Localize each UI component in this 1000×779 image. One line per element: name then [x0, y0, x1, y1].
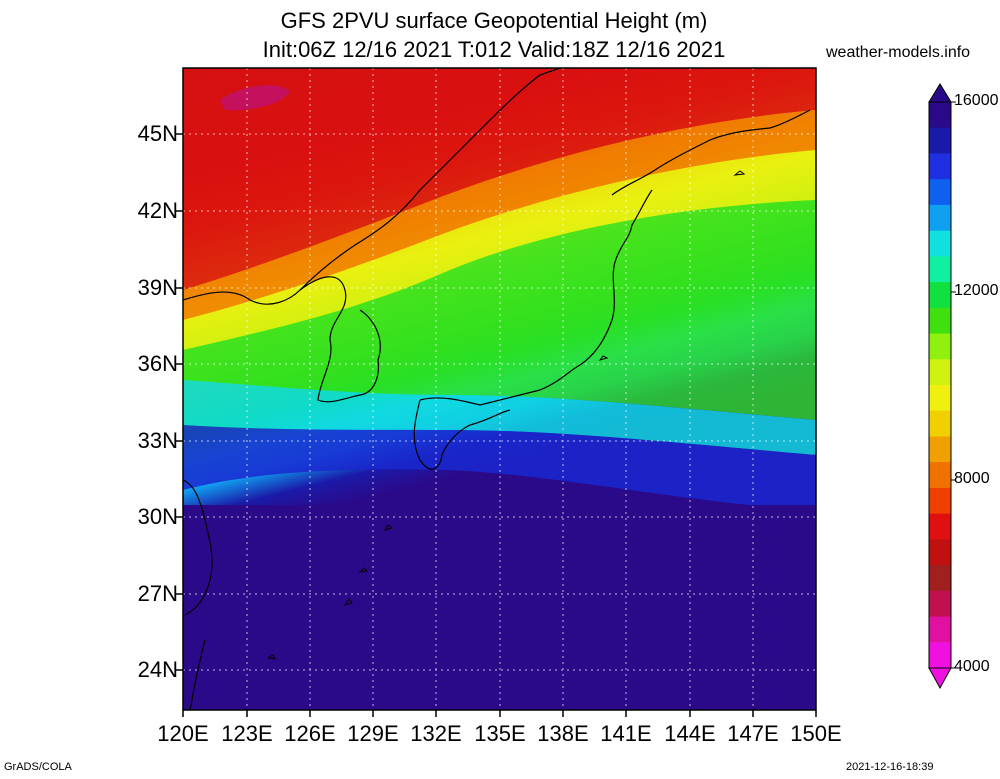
colorbar-frame — [928, 101, 952, 669]
colorbar-segment — [929, 230, 951, 257]
colorbar — [929, 102, 951, 669]
y-tick-label: 30N — [137, 504, 178, 529]
colorbar-segment — [929, 436, 951, 463]
band-indigo — [183, 505, 816, 710]
x-tick-label: 141E — [600, 721, 652, 746]
colorbar-label: 4000 — [954, 658, 990, 675]
colorbar-segment — [929, 282, 951, 309]
colorbar-top-arrow — [928, 83, 952, 103]
colorbar-segment — [929, 179, 951, 206]
colorbar-segment — [929, 590, 951, 618]
colorbar-segment — [929, 204, 951, 232]
y-tick-label: 36N — [137, 351, 178, 376]
y-tick-label: 42N — [137, 198, 178, 223]
y-tick-marks — [176, 133, 183, 671]
x-tick-label: 138E — [537, 721, 589, 746]
colorbar-segment — [929, 642, 951, 669]
colorbar-segment — [929, 462, 951, 489]
colorbar-segment — [929, 256, 951, 283]
colorbar-segment — [929, 333, 951, 360]
footer-software: GrADS/COLA — [4, 761, 72, 773]
x-tick-label: 132E — [410, 721, 462, 746]
chart-subtitle: Init:06Z 12/16 2021 T:012 Valid:18Z 12/1… — [262, 37, 726, 62]
colorbar-segment — [929, 565, 951, 592]
band-blue — [183, 425, 816, 510]
colorbar-segment — [929, 385, 951, 412]
x-tick-label: 150E — [790, 721, 842, 746]
jet-band-red — [183, 68, 816, 290]
coastlines — [182, 67, 811, 711]
colorbar-segment — [929, 539, 951, 566]
colorbar-segment — [929, 307, 951, 335]
colorbar-segment — [929, 513, 951, 540]
colorbar-segment — [929, 487, 951, 515]
magenta-patch — [220, 85, 290, 111]
y-tick-label: 27N — [137, 581, 178, 606]
colorbar-segment — [929, 410, 951, 437]
colorbar-label: 8000 — [954, 470, 990, 487]
x-tick-marks — [182, 710, 817, 717]
x-tick-label: 126E — [284, 721, 336, 746]
site-name: weather-models.info — [826, 44, 971, 61]
colorbar-label: 16000 — [954, 92, 999, 109]
colorbar-segment — [929, 102, 951, 129]
band-yellow — [183, 150, 816, 350]
x-tick-label: 123E — [221, 721, 273, 746]
islands — [266, 170, 746, 660]
colorbar-label: 12000 — [954, 282, 999, 299]
colorbar-segment — [929, 127, 951, 154]
x-tick-label: 120E — [157, 721, 209, 746]
colorbar-ticks — [951, 101, 956, 669]
jet-band-orange — [183, 110, 816, 320]
colorbar-bottom-arrow — [928, 667, 952, 690]
x-tick-label: 147E — [727, 721, 779, 746]
colorbar-segment — [929, 616, 951, 643]
footer-timestamp: 2021-12-16-18:39 — [846, 761, 934, 773]
chart-title: GFS 2PVU surface Geopotential Height (m) — [280, 8, 708, 33]
y-tick-label: 33N — [137, 428, 178, 453]
y-tick-label: 45N — [137, 121, 178, 146]
lat-lon-grid — [183, 68, 816, 710]
y-tick-label: 39N — [137, 275, 178, 300]
x-tick-label: 135E — [474, 721, 526, 746]
x-tick-label: 144E — [664, 721, 716, 746]
x-tick-label: 129E — [347, 721, 399, 746]
colorbar-segment — [929, 359, 951, 386]
y-tick-label: 24N — [137, 657, 178, 682]
colorbar-segment — [929, 153, 951, 180]
